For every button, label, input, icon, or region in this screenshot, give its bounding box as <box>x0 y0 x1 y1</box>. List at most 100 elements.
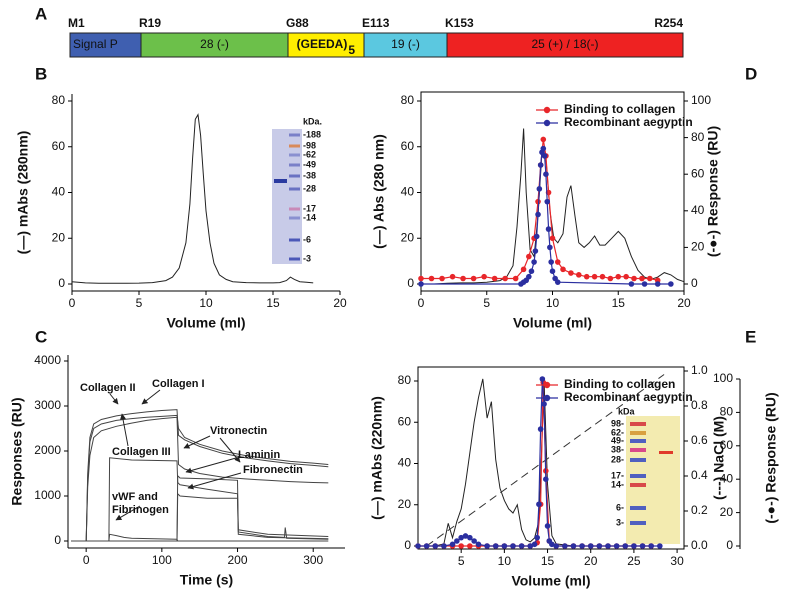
x-tick-label: 20 <box>333 296 347 310</box>
gel-band <box>274 179 287 183</box>
domain-segment <box>69 32 142 58</box>
data-point <box>432 543 439 549</box>
gel-marker-label: 98- <box>611 418 624 428</box>
gel-band <box>289 257 300 261</box>
data-point <box>535 198 541 205</box>
gel-marker-label: 49- <box>611 435 624 445</box>
x-tick-label: 20 <box>677 296 691 310</box>
x-tick-label: 10 <box>498 554 512 568</box>
data-point <box>535 211 541 218</box>
y3-tick-label: 60 <box>720 438 734 452</box>
gel-marker-label: -28 <box>303 183 316 193</box>
y3-tick-label: 20 <box>720 505 734 519</box>
annotation-arrow <box>185 457 237 474</box>
gel-marker-label: -3 <box>303 253 311 263</box>
legend-label: Binding to collagen <box>564 102 675 116</box>
y2-axis-label: (-●-) Response (RU) <box>705 126 721 257</box>
data-point <box>502 275 508 282</box>
y-axis-label: (—) Abs (280 nm) <box>371 134 387 249</box>
annotation-arrow <box>183 435 211 449</box>
data-point <box>449 273 456 280</box>
x-tick-label: 10 <box>546 296 560 310</box>
y2-tick-label: 0 <box>691 276 698 290</box>
residue-label: M1 <box>68 16 85 30</box>
gel-marker-label: 28- <box>611 454 624 464</box>
data-point <box>639 275 645 282</box>
data-point <box>605 543 611 549</box>
y-axis-label: (—) mAbs (220nm) <box>369 396 385 520</box>
annotation-arrow <box>115 505 141 521</box>
gel-band <box>289 144 300 148</box>
x-tick-label: 300 <box>303 553 323 567</box>
gel-image <box>272 129 302 264</box>
data-point <box>531 541 538 548</box>
data-point <box>628 281 635 287</box>
domain-subscript: 5 <box>348 43 355 57</box>
curve-annotation: Collagen II <box>80 382 136 394</box>
data-point <box>539 376 546 382</box>
y2-tick-label: 0.2 <box>691 503 708 517</box>
data-point <box>544 198 551 205</box>
panel-letter: A <box>35 4 47 23</box>
data-point <box>491 275 498 282</box>
annotation-arrow <box>141 389 161 405</box>
gel-title: kDa <box>618 406 636 416</box>
data-point <box>439 275 445 282</box>
data-point <box>623 273 629 280</box>
data-point <box>531 259 537 265</box>
data-line <box>71 533 329 542</box>
x-tick-label: 10 <box>199 296 213 310</box>
data-point <box>554 259 561 265</box>
x-tick-label: 20 <box>584 554 598 568</box>
y2-tick-label: 40 <box>691 203 705 217</box>
data-point <box>613 543 620 549</box>
panel-letter: D <box>745 64 757 83</box>
y-tick-label: 60 <box>52 139 66 153</box>
data-point <box>536 186 543 192</box>
y-tick-label: 40 <box>401 185 415 199</box>
domain-segment <box>446 32 684 58</box>
legend-marker <box>543 394 551 402</box>
data-point <box>428 275 435 282</box>
y2-tick-label: 0.8 <box>691 398 708 412</box>
y3-tick-label: 100 <box>713 371 733 385</box>
legend-marker <box>543 119 551 127</box>
gel-band <box>289 216 300 220</box>
gel-band <box>289 133 300 137</box>
data-point <box>418 275 424 282</box>
legend-label: Binding to collagen <box>564 377 675 391</box>
data-point <box>526 273 532 280</box>
data-point <box>458 543 464 549</box>
data-point <box>534 534 540 541</box>
data-point <box>541 153 548 159</box>
data-point <box>657 543 663 549</box>
data-point <box>418 281 424 287</box>
data-line <box>71 457 329 542</box>
data-point <box>596 543 603 549</box>
curve-annotation: Vitronectin <box>210 425 268 437</box>
data-point <box>549 541 555 548</box>
curve-annotation: Collagen III <box>112 446 171 458</box>
y-tick-label: 0 <box>58 276 65 290</box>
data-point <box>467 543 473 549</box>
curve-annotation: vWF and Fibrinogen <box>112 491 169 516</box>
gel-marker-label: 6- <box>616 502 624 512</box>
data-point <box>583 273 590 280</box>
y-tick-label: 3000 <box>34 398 61 412</box>
x-tick-label: 0 <box>418 296 425 310</box>
data-point <box>512 275 519 282</box>
data-line <box>421 139 658 281</box>
data-point <box>647 275 653 282</box>
domain-label: 28 (-) <box>200 37 229 51</box>
data-point <box>579 543 585 549</box>
y-tick-label: 60 <box>401 139 415 153</box>
data-point <box>553 543 559 549</box>
gel-band <box>630 506 646 510</box>
y3-tick-label: 0 <box>726 538 733 552</box>
annotation-arrow <box>219 437 241 463</box>
gel-marker-label: 3- <box>616 517 624 527</box>
data-point <box>648 543 654 549</box>
y2-tick-label: 0.6 <box>691 433 708 447</box>
gel-marker-label: -188 <box>303 129 321 139</box>
